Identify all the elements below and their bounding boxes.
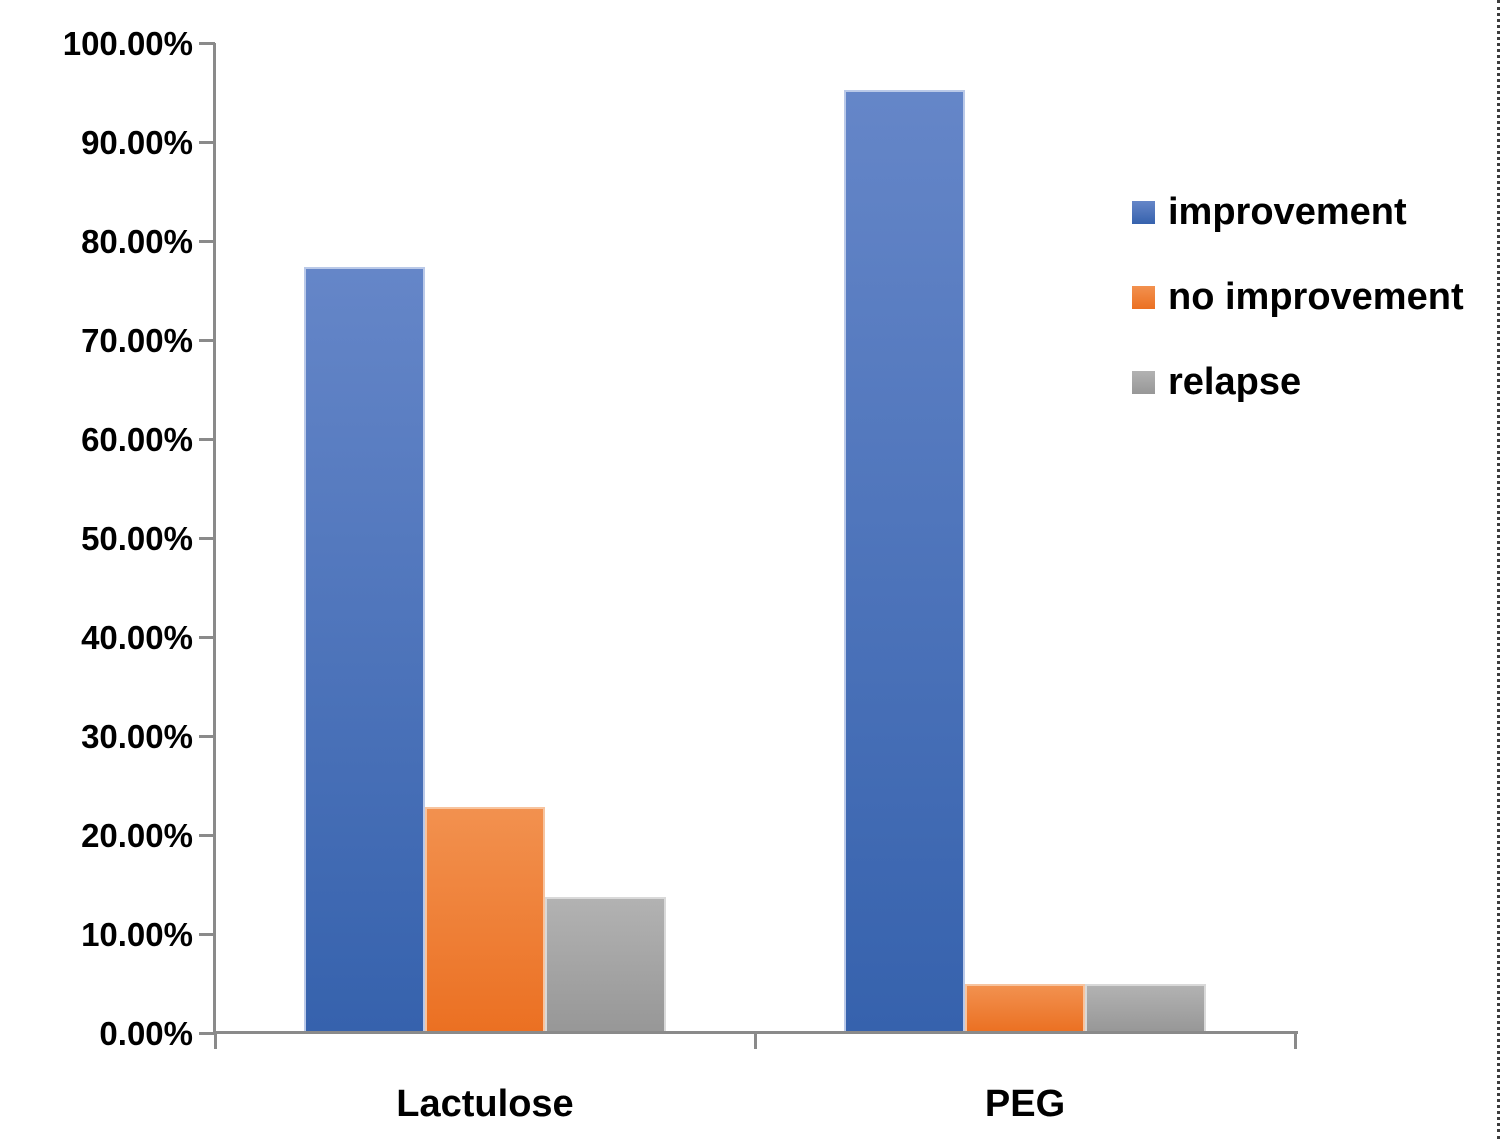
y-tick bbox=[199, 140, 215, 144]
x-tick bbox=[753, 1033, 757, 1049]
bar-lactulose-relapse bbox=[545, 897, 667, 1032]
x-axis-line bbox=[213, 1031, 1298, 1034]
x-tick bbox=[213, 1033, 217, 1049]
y-tick-label: 80.00% bbox=[81, 223, 193, 260]
y-tick-label: 100.00% bbox=[62, 25, 193, 62]
bar-peg-no-improvement bbox=[964, 984, 1086, 1032]
improvement-swatch-icon bbox=[1132, 200, 1155, 224]
y-tick-label: 90.00% bbox=[81, 124, 193, 161]
legend-item-improvement: improvement bbox=[1132, 189, 1407, 235]
x-axis-label-lactulose: Lactulose bbox=[396, 1083, 574, 1125]
y-tick bbox=[199, 437, 215, 441]
no-improvement-swatch-icon bbox=[1132, 285, 1155, 309]
bar-peg-relapse bbox=[1085, 984, 1207, 1032]
y-tick bbox=[199, 239, 215, 243]
legend-item-no-improvement: no improvement bbox=[1132, 274, 1464, 320]
y-tick bbox=[199, 833, 215, 837]
x-axis-label-peg: PEG bbox=[984, 1083, 1066, 1125]
y-tick bbox=[199, 41, 215, 45]
legend-item-relapse: relapse bbox=[1132, 359, 1301, 405]
y-tick-label: 60.00% bbox=[81, 421, 193, 458]
y-tick-label: 30.00% bbox=[81, 718, 193, 755]
y-tick bbox=[199, 734, 215, 738]
y-tick-label: 40.00% bbox=[81, 619, 193, 656]
y-tick bbox=[199, 536, 215, 540]
y-tick bbox=[199, 338, 215, 342]
y-tick-label: 50.00% bbox=[81, 520, 193, 557]
bar-lactulose-improvement bbox=[303, 266, 425, 1032]
legend-label: relapse bbox=[1168, 361, 1302, 403]
bar-peg-improvement bbox=[843, 89, 965, 1032]
y-tick bbox=[199, 635, 215, 639]
y-tick-label: 70.00% bbox=[81, 322, 193, 359]
y-tick bbox=[199, 932, 215, 936]
y-tick bbox=[199, 1031, 215, 1035]
y-tick-label: 20.00% bbox=[81, 817, 193, 854]
y-tick-label: 0.00% bbox=[99, 1015, 193, 1052]
bar-lactulose-no-improvement bbox=[424, 807, 546, 1032]
legend-label: no improvement bbox=[1168, 276, 1464, 318]
relapse-swatch-icon bbox=[1132, 370, 1155, 394]
y-tick-label: 10.00% bbox=[81, 916, 193, 953]
legend-label: improvement bbox=[1168, 191, 1407, 233]
x-tick bbox=[1293, 1033, 1297, 1049]
